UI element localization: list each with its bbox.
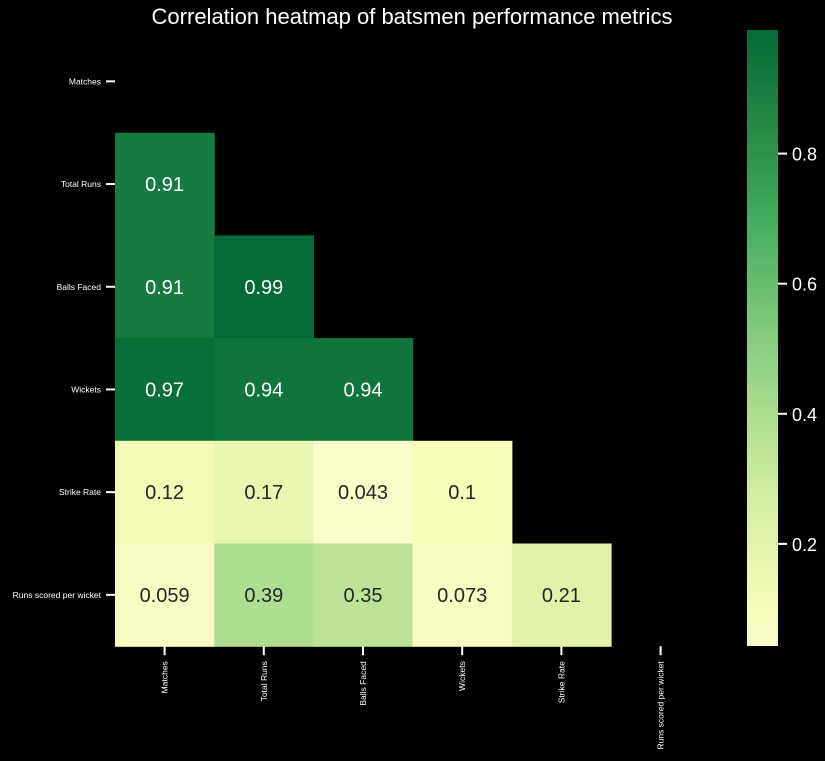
colorbar-gradient — [747, 30, 778, 646]
row-tick-label: Wickets — [71, 384, 101, 394]
cell-value-label: 0.39 — [244, 585, 283, 607]
colorbar-tick-label: 0.6 — [792, 275, 817, 295]
cell-value-label: 0.35 — [344, 585, 383, 607]
colorbar-tick-label: 0.8 — [792, 145, 817, 165]
cell-value-label: 0.97 — [145, 379, 184, 401]
row-tick-label: Strike Rate — [59, 487, 101, 497]
column-tick-label: Balls Faced — [358, 661, 368, 706]
cell-value-label: 0.99 — [244, 277, 283, 299]
row-tick-label: Balls Faced — [57, 282, 102, 292]
cell-value-label: 0.073 — [437, 585, 487, 607]
cell-value-label: 0.043 — [338, 482, 388, 504]
heatmap-cell — [115, 132, 215, 236]
column-tick-label: Matches — [160, 661, 170, 693]
heatmap-cell — [115, 440, 215, 545]
heatmap-cell — [115, 235, 215, 339]
heatmap-cell — [214, 543, 314, 647]
heatmap-cell — [412, 440, 513, 545]
cell-value-label: 0.17 — [244, 482, 283, 504]
heatmap-cell — [313, 338, 414, 442]
heatmap-cell — [115, 543, 215, 647]
row-tick-label: Total Runs — [61, 179, 101, 189]
column-tick-label: Wickets — [457, 661, 467, 691]
cell-value-label: 0.12 — [145, 482, 184, 504]
column-tick-label: Total Runs — [259, 661, 269, 701]
heatmap-cell — [214, 440, 314, 545]
cell-value-label: 0.1 — [448, 482, 476, 504]
row-tick-label: Matches — [69, 76, 101, 86]
column-tick-label: Strike Rate — [556, 661, 566, 703]
row-axis: Matches Total Runs Balls Faced Wickets Strik… — [13, 76, 115, 600]
heatmap-cell — [313, 440, 414, 545]
colorbar: 0.2 0.4 0.6 0.8 — [747, 30, 817, 646]
chart-title: Correlation heatmap of batsmen performan… — [152, 4, 673, 29]
column-axis: Matches Total Runs Balls Faced Wickets Strik… — [160, 646, 666, 750]
cell-value-label: 0.21 — [542, 585, 581, 607]
column-tick-label: Runs scored per wicket — [656, 661, 666, 750]
heatmap-cell — [511, 543, 612, 647]
colorbar-tick-label: 0.4 — [792, 405, 817, 425]
row-tick-label: Runs scored per wicket — [13, 590, 102, 600]
cell-value-label: 0.94 — [244, 379, 283, 401]
heatmap-cells: 0.91 0.91 0.99 0.97 0.94 0.94 0.12 0.17 0.043 0.1… — [115, 132, 612, 647]
cell-value-label: 0.91 — [145, 277, 184, 299]
heatmap-cell — [214, 235, 314, 339]
heatmap-cell — [412, 543, 513, 647]
heatmap-cell — [313, 543, 414, 647]
cell-value-label: 0.91 — [145, 174, 184, 196]
heatmap-cell — [214, 338, 314, 442]
heatmap-cell — [115, 338, 215, 442]
cell-value-label: 0.059 — [140, 585, 190, 607]
colorbar-tick-label: 0.2 — [792, 535, 817, 555]
cell-value-label: 0.94 — [344, 379, 383, 401]
